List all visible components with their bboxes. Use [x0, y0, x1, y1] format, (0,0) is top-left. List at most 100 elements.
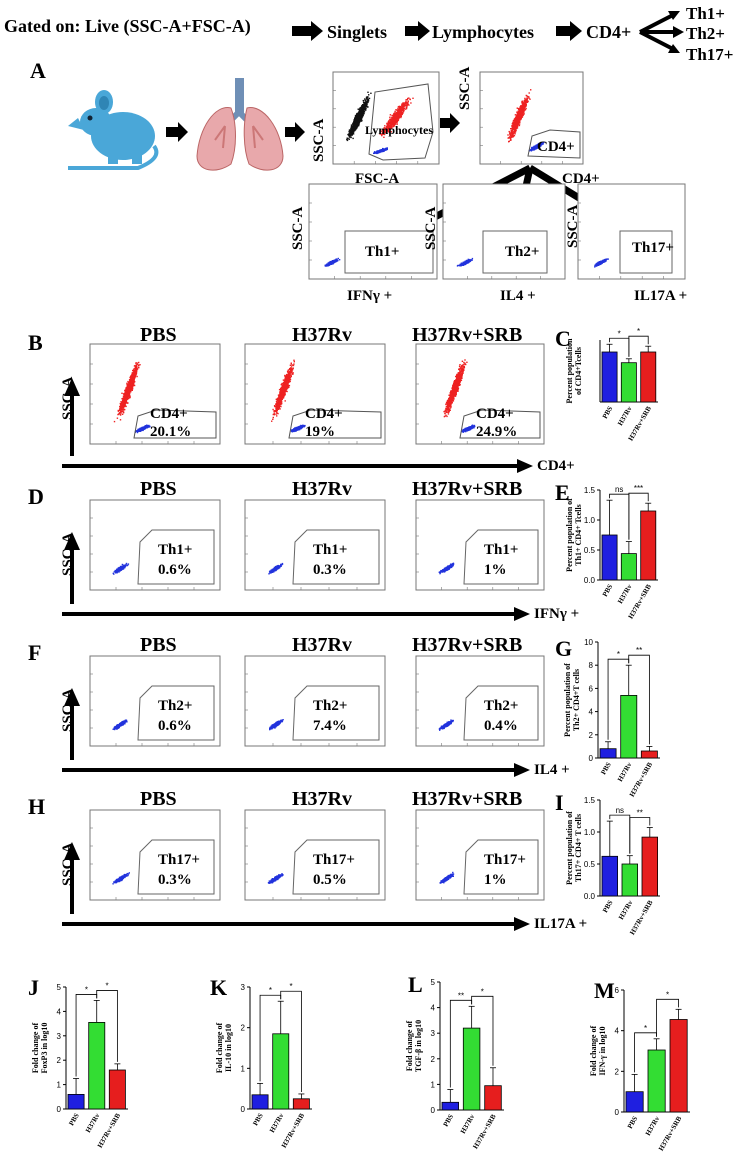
y-tick-label: 1 [57, 1081, 62, 1090]
y-tick-label: 1.0 [584, 828, 596, 837]
y-tick-label: 2 [589, 731, 594, 740]
bar-h37rv-srb [670, 1020, 687, 1113]
y-tick-label: 8 [589, 661, 594, 670]
category-label: H37Rv [644, 1115, 662, 1138]
y-axis-label: SSC-A [60, 843, 77, 886]
category-label: H37Rv [268, 1112, 286, 1135]
x-arrow-head [514, 763, 530, 777]
category-label: H37Rv [459, 1113, 477, 1136]
category-label: PBS [601, 583, 614, 598]
bar-pbs [442, 1102, 459, 1110]
bar-pbs [252, 1095, 268, 1109]
category-label: H37Rv [84, 1112, 102, 1135]
category-label: H37Rv [616, 405, 634, 428]
significance-label: * [617, 650, 620, 659]
bar-h37rv [621, 554, 636, 580]
y-tick-label: 2 [431, 1055, 436, 1064]
y-tick-label: 6 [615, 986, 620, 995]
a-scatter-th2 [443, 184, 565, 279]
significance-label: * [269, 986, 272, 995]
y-tick-label: 0 [57, 1105, 62, 1114]
significance-bracket [610, 494, 629, 539]
y-tick-label: 0.5 [584, 860, 596, 869]
y-tick-label: 1.5 [584, 486, 596, 495]
y-axis-label: Percent population ofTh1+ CD4+ Tcells [565, 498, 583, 572]
significance-label: ** [637, 809, 643, 818]
y-tick-label: 0 [615, 1108, 620, 1117]
y-axis-label: Percent populationof CD4+Tcells [565, 338, 583, 404]
a-th2-gate: Th2+ [505, 244, 539, 260]
x-arrow-head [517, 459, 533, 473]
y-axis-label: Fold change ofIL-10 in log10 [215, 1023, 233, 1074]
y-tick-label: 2 [241, 1024, 246, 1033]
bar-pbs [602, 352, 617, 402]
y-axis-label: Fold change ofIFN-γ in log10 [589, 1026, 607, 1077]
a-scatter-th17 [578, 184, 685, 279]
bar-h37rv [621, 363, 636, 402]
y-tick-label: 2 [615, 1067, 620, 1076]
y-tick-label: 1.5 [584, 796, 596, 805]
axis-arrows [0, 480, 560, 630]
y-tick-label: 1 [241, 1064, 246, 1073]
significance-label: * [481, 987, 484, 996]
significance-label: * [85, 985, 88, 994]
y-tick-label: 4 [431, 1004, 436, 1013]
significance-label: * [644, 1024, 647, 1033]
category-label: H37Rv+SRB [657, 1115, 683, 1153]
bar-h37rv [273, 1034, 289, 1109]
bar-h37rv-srb [109, 1070, 125, 1109]
category-label: H37Rv [617, 899, 635, 922]
a-th17-gate: Th17+ [632, 240, 674, 256]
bar-pbs [626, 1092, 643, 1112]
category-label: PBS [67, 1112, 80, 1127]
bar-h37rv [621, 695, 637, 758]
y-tick-label: 4 [615, 1027, 620, 1036]
significance-label: ns [616, 806, 624, 815]
category-label: PBS [251, 1112, 264, 1127]
axis-arrows [0, 326, 560, 476]
x-arrow-head [514, 607, 530, 621]
y-tick-label: 0 [431, 1106, 436, 1115]
bar-pbs [602, 856, 618, 896]
category-label: H37Rv [616, 583, 634, 606]
y-tick-label: 4 [589, 708, 594, 717]
significance-label: ** [636, 646, 642, 655]
a-th1-gate: Th1+ [365, 244, 399, 260]
y-tick-label: 0.0 [584, 892, 596, 901]
y-tick-label: 6 [589, 684, 594, 693]
bar-h37rv [622, 864, 638, 896]
x-arrow-head [514, 917, 530, 931]
y-tick-label: 3 [431, 1029, 436, 1038]
bar-h37rv-srb [485, 1086, 502, 1110]
a-ifng-label: IFNγ + [347, 288, 392, 305]
significance-label: * [106, 981, 109, 990]
bar-pbs [600, 749, 616, 758]
a-il4-label: IL4 + [500, 288, 536, 305]
y-tick-label: 4 [57, 1007, 62, 1016]
category-label: PBS [601, 899, 614, 914]
y-axis-label: Percent population ofTh17+ CD4+ T cells [565, 811, 583, 885]
bar-h37rv [463, 1028, 480, 1110]
y-tick-label: 2 [57, 1056, 62, 1065]
bar-h37rv-srb [641, 352, 656, 402]
bar-h37rv-srb [293, 1099, 309, 1109]
category-label: PBS [599, 761, 612, 776]
y-axis-label: SSC-A [60, 533, 77, 576]
y-tick-label: 10 [584, 638, 593, 647]
y-tick-label: 5 [57, 983, 62, 992]
y-tick-label: 5 [431, 978, 436, 987]
category-label: H37Rv [616, 761, 634, 784]
significance-label: *** [634, 484, 643, 493]
significance-label: * [666, 990, 669, 999]
bar-h37rv-srb [641, 511, 656, 580]
y-axis-label: Percent population ofTh2+ CD4+T cells [563, 663, 581, 737]
significance-label: * [618, 329, 621, 338]
bar-h37rv [648, 1050, 665, 1112]
